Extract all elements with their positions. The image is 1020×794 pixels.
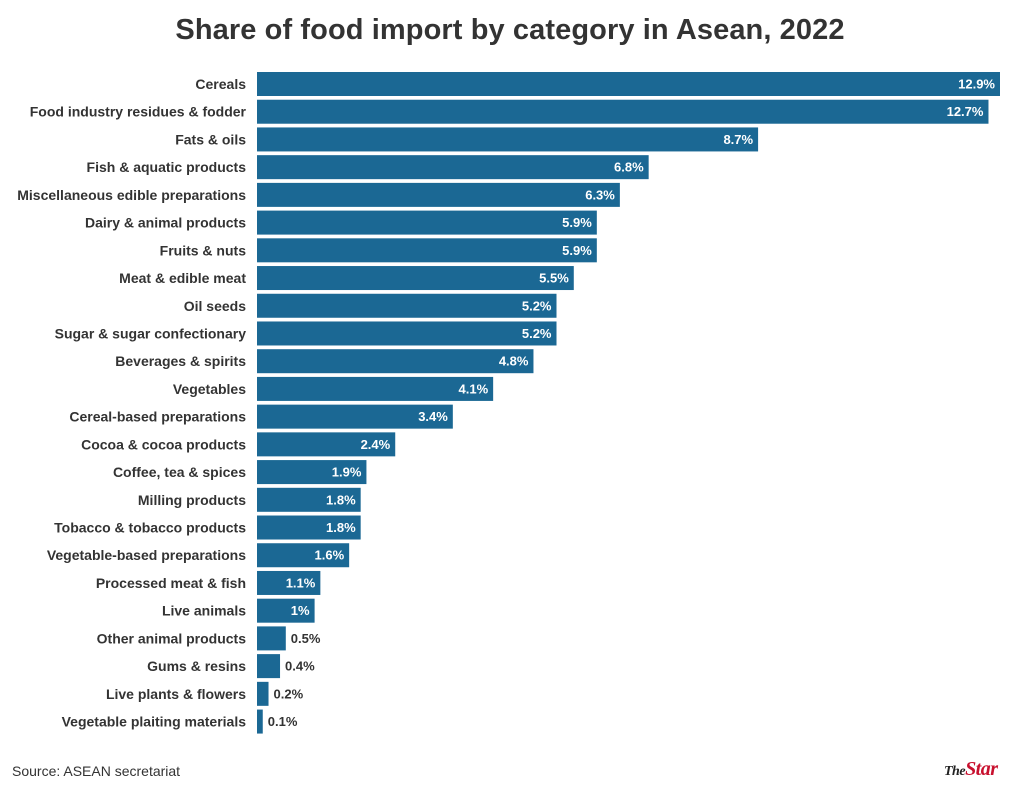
value-label-tobacco-and-tobacco-products: 1.8% xyxy=(326,520,356,535)
bar-food-industry-residues-and-fodder xyxy=(257,99,989,124)
brand-part-the: The xyxy=(944,764,966,779)
value-label-food-industry-residues-and-fodder: 12.7% xyxy=(947,104,984,119)
category-label-fish-and-aquatic-products: Fish & aquatic products xyxy=(87,159,247,175)
category-label-other-animal-products: Other animal products xyxy=(97,630,247,646)
value-label-miscellaneous-edible-preparations: 6.3% xyxy=(585,187,615,202)
chart-title: Share of food import by category in Asea… xyxy=(175,14,845,46)
bar-sugar-and-sugar-confectionary xyxy=(257,321,557,346)
bar-cereals xyxy=(257,72,1000,96)
bar-tobacco-and-tobacco-products xyxy=(257,515,361,540)
bar-fish-and-aquatic-products xyxy=(257,155,649,180)
value-label-live-animals: 1% xyxy=(291,603,310,618)
category-label-vegetables: Vegetables xyxy=(173,381,246,397)
category-label-live-animals: Live animals xyxy=(162,603,246,619)
category-label-live-plants-and-flowers: Live plants & flowers xyxy=(106,686,246,702)
category-label-sugar-and-sugar-confectionary: Sugar & sugar confectionary xyxy=(55,325,247,341)
category-label-vegetable-based-preparations: Vegetable-based preparations xyxy=(47,547,246,563)
source-note: Source: ASEAN secretariat xyxy=(12,763,181,779)
bar-dairy-and-animal-products xyxy=(257,210,597,235)
category-label-coffee-tea-and-spices: Coffee, tea & spices xyxy=(113,464,246,480)
category-label-vegetable-plaiting-materials: Vegetable plaiting materials xyxy=(62,714,247,730)
category-label-miscellaneous-edible-preparations: Miscellaneous edible preparations xyxy=(17,187,246,203)
category-label-cereals: Cereals xyxy=(195,76,246,92)
value-label-vegetable-based-preparations: 1.6% xyxy=(315,548,345,563)
bar-vegetables xyxy=(257,376,494,401)
bar-chart: Cereals Food industry residues & fodder Fa… xyxy=(17,72,1000,734)
bar-meat-and-edible-meat xyxy=(257,266,574,291)
category-label-food-industry-residues-and-fodder: Food industry residues & fodder xyxy=(30,104,247,120)
bar-live-plants-and-flowers xyxy=(257,681,269,706)
category-label-gums-and-resins: Gums & resins xyxy=(147,658,246,674)
category-label-tobacco-and-tobacco-products: Tobacco & tobacco products xyxy=(54,520,246,536)
value-label-processed-meat-and-fish: 1.1% xyxy=(286,575,316,590)
category-label-dairy-and-animal-products: Dairy & animal products xyxy=(85,215,246,231)
bar-other-animal-products xyxy=(257,626,286,651)
value-label-cereals: 12.9% xyxy=(958,77,995,92)
bar-vegetable-based-preparations xyxy=(257,543,350,568)
bar-fats-and-oils xyxy=(257,127,759,152)
bars xyxy=(257,72,1000,734)
bar-milling-products xyxy=(257,487,361,512)
value-label-fruits-and-nuts: 5.9% xyxy=(562,243,592,258)
value-label-sugar-and-sugar-confectionary: 5.2% xyxy=(522,326,552,341)
bar-fruits-and-nuts xyxy=(257,238,597,263)
value-label-coffee-tea-and-spices: 1.9% xyxy=(332,465,362,480)
category-labels: Cereals Food industry residues & fodder Fa… xyxy=(17,76,246,730)
value-label-vegetable-plaiting-materials: 0.1% xyxy=(268,714,298,729)
brand-part-star: Star xyxy=(965,758,998,780)
value-label-beverages-and-spirits: 4.8% xyxy=(499,354,529,369)
category-label-cocoa-and-cocoa-products: Cocoa & cocoa products xyxy=(81,436,246,452)
bar-cereal-based-preparations xyxy=(257,404,453,429)
bar-vegetable-plaiting-materials xyxy=(257,709,263,734)
bar-miscellaneous-edible-preparations xyxy=(257,182,620,207)
value-label-live-plants-and-flowers: 0.2% xyxy=(274,686,304,701)
category-label-cereal-based-preparations: Cereal-based preparations xyxy=(69,409,246,425)
value-label-cocoa-and-cocoa-products: 2.4% xyxy=(361,437,391,452)
the-star-logo: TheStar xyxy=(944,758,1010,784)
value-label-dairy-and-animal-products: 5.9% xyxy=(562,215,592,230)
category-label-oil-seeds: Oil seeds xyxy=(184,298,246,314)
value-label-meat-and-edible-meat: 5.5% xyxy=(539,271,569,286)
bar-processed-meat-and-fish xyxy=(257,570,321,595)
value-label-oil-seeds: 5.2% xyxy=(522,298,552,313)
category-label-processed-meat-and-fish: Processed meat & fish xyxy=(96,575,246,591)
value-label-other-animal-products: 0.5% xyxy=(291,631,321,646)
bar-cocoa-and-cocoa-products xyxy=(257,432,396,457)
bar-coffee-tea-and-spices xyxy=(257,460,367,485)
bar-oil-seeds xyxy=(257,293,557,318)
value-label-cereal-based-preparations: 3.4% xyxy=(418,409,448,424)
category-label-fruits-and-nuts: Fruits & nuts xyxy=(160,242,247,258)
bar-gums-and-resins xyxy=(257,654,281,679)
value-label-gums-and-resins: 0.4% xyxy=(285,659,315,674)
value-labels: 12.9% 12.7% 8.7% 6.8% 6.3% 5.9% 5.9% 5.5% 5.2% 5.… xyxy=(268,77,996,730)
value-label-milling-products: 1.8% xyxy=(326,492,356,507)
value-label-vegetables: 4.1% xyxy=(459,381,489,396)
category-label-fats-and-oils: Fats & oils xyxy=(175,131,246,147)
category-label-meat-and-edible-meat: Meat & edible meat xyxy=(119,270,246,286)
value-label-fats-and-oils: 8.7% xyxy=(723,132,753,147)
bar-beverages-and-spirits xyxy=(257,349,534,374)
category-label-beverages-and-spirits: Beverages & spirits xyxy=(115,353,246,369)
value-label-fish-and-aquatic-products: 6.8% xyxy=(614,160,644,175)
bar-live-animals xyxy=(257,598,315,623)
category-label-milling-products: Milling products xyxy=(138,492,246,508)
